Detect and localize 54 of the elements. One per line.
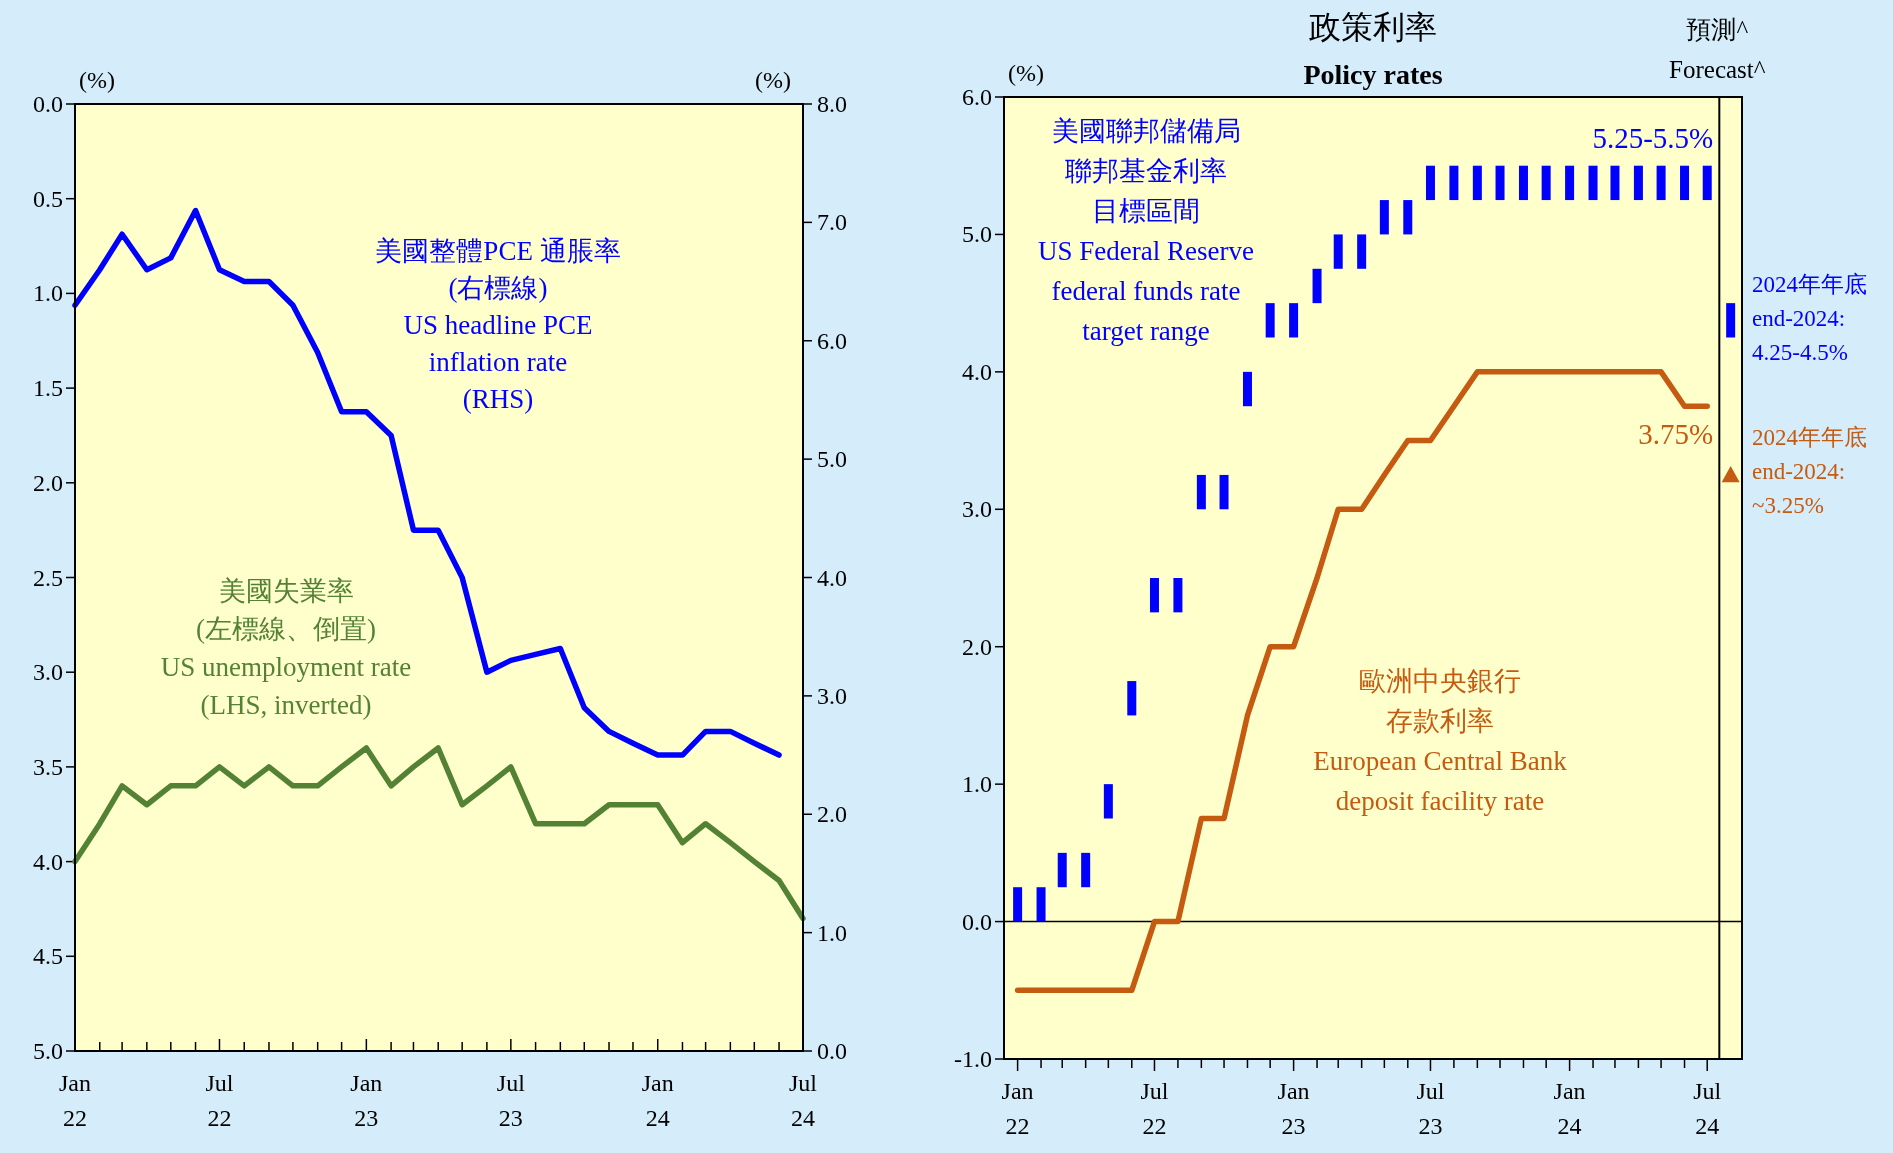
y-tick-label: 1.0	[962, 771, 992, 798]
series-label: 2024年年底 end-2024: ~3.25%	[1752, 425, 1867, 518]
y-tick-label: 3.0	[962, 496, 992, 523]
y2-tick-label: 1.0	[817, 919, 847, 946]
x-tick-label: Jan 24	[641, 1070, 674, 1131]
x-tick-label: Jul 23	[496, 1070, 526, 1131]
y-tick-label: 1.0	[33, 280, 63, 307]
series-label: 美國失業率 (左標線、倒置) US unemployment rate (LHS, inverted)	[160, 576, 412, 720]
x-tick-label: Jul 22	[205, 1070, 234, 1131]
series-label: 美國整體PCE 通脹率 (右標線) US headline PCE inflation rate (RHS)	[375, 236, 621, 414]
x-tick-label: Jul 24	[788, 1070, 818, 1131]
y-tick-label: 5.0	[33, 1038, 63, 1064]
x-tick-label: Jan 22	[59, 1070, 91, 1131]
x-tick-label: Jul 22	[1140, 1078, 1169, 1139]
y2-tick-label: 5.0	[817, 446, 847, 473]
ref-line-label: 預測^ Forecast^	[1669, 16, 1766, 83]
y-tick-label: -1.0	[954, 1046, 992, 1072]
y-tick-label: 5.0	[962, 221, 992, 248]
chart-title: 政策利率	[1309, 9, 1437, 45]
y-axis-title: (%)	[1008, 60, 1044, 86]
y-tick-label: 3.0	[33, 659, 63, 686]
y-axis-title: (%)	[79, 67, 115, 93]
y2-tick-label: 4.0	[817, 564, 847, 591]
y2-tick-label: 3.0	[817, 682, 847, 709]
y-tick-label: 0.0	[962, 908, 992, 935]
chart-subtitle: Policy rates	[1303, 59, 1443, 90]
data-label: 3.75%	[1638, 418, 1714, 451]
y-tick-label: 4.0	[962, 358, 992, 385]
y2-axis-title: (%)	[755, 67, 791, 93]
y-tick-label: 2.0	[33, 469, 63, 496]
y2-tick-label: 2.0	[817, 801, 847, 828]
y-tick-label: 4.5	[33, 943, 63, 970]
x-tick-label: Jan 23	[1277, 1078, 1310, 1139]
y-tick-label: 0.5	[33, 185, 63, 212]
x-tick-label: Jan 22	[1001, 1078, 1034, 1139]
x-tick-label: Jan 23	[350, 1070, 383, 1131]
series-label: 歐洲中央銀行存款利率 European Central Bank deposit facility rate	[1313, 666, 1568, 816]
y2-tick-label: 7.0	[817, 209, 847, 236]
y-tick-label: 4.0	[33, 848, 63, 875]
x-tick-label: Jan 24	[1553, 1078, 1586, 1139]
y-tick-label: 0.0	[33, 91, 63, 117]
x-tick-label: Jul 23	[1416, 1078, 1445, 1139]
y2-tick-label: 6.0	[817, 327, 847, 354]
x-tick-label: Jul 24	[1693, 1078, 1722, 1139]
y-tick-label: 6.0	[962, 84, 992, 110]
series-label: 2024年年底 end-2024: 4.25-4.5%	[1752, 272, 1867, 365]
annotation: 5.25-5.5%	[1592, 121, 1714, 154]
y-tick-label: 1.5	[33, 375, 63, 402]
y-tick-label: 2.0	[962, 633, 992, 660]
y-tick-label: 2.5	[33, 564, 63, 591]
series-label: 美國聯邦儲備局聯邦基金利率目標區間 US Federal Reserve federal funds rate target range	[1038, 116, 1254, 346]
y2-tick-label: 8.0	[817, 91, 847, 117]
y-tick-label: 3.5	[33, 753, 63, 780]
y2-tick-label: 0.0	[817, 1038, 847, 1064]
